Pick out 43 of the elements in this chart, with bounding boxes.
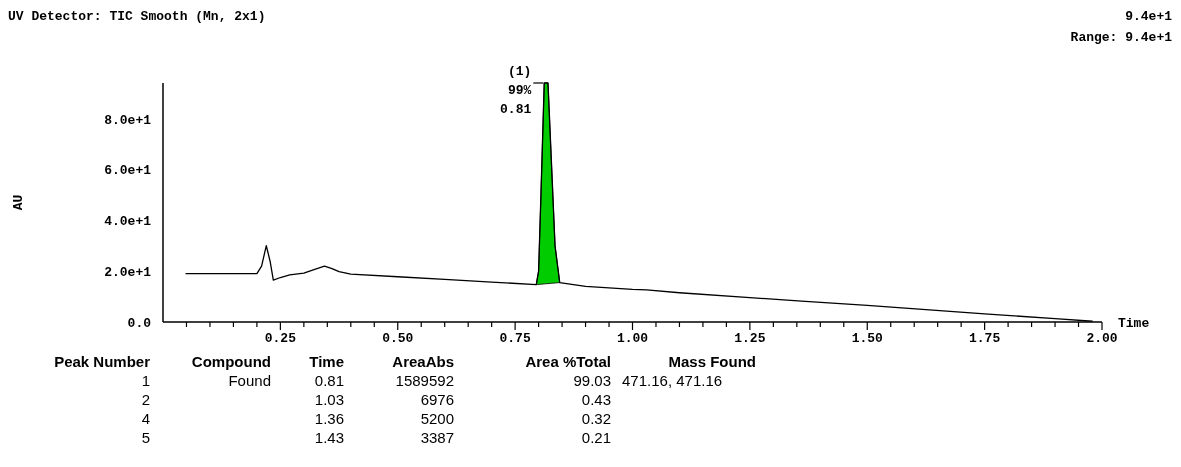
chart-title: UV Detector: TIC Smooth (Mn, 2x1) [8, 9, 266, 24]
text: 4 [141, 410, 150, 427]
y-tick-label: 6.0e+1 [104, 163, 152, 179]
text: Range: 9.4e+1 [1070, 30, 1173, 45]
text: 471.16, 471.16 [622, 372, 723, 389]
y-tick-label: 2.0e+1 [104, 265, 152, 281]
x-tick-label: 1.25 [734, 331, 766, 346]
x-tick-label: 1.50 [851, 331, 884, 346]
y-tick-label: 8.0e+1 [104, 112, 152, 128]
y-tick-label: 4.0e+1 [104, 214, 152, 230]
text: 0.81 [314, 372, 344, 389]
text: 5200 [420, 410, 454, 427]
x-tick-label: 0.25 [264, 331, 297, 346]
text: 1.36 [314, 410, 344, 427]
text: 3387 [420, 429, 454, 446]
text: 1.03 [314, 391, 344, 408]
x-tick-label: 0.50 [382, 331, 414, 346]
y-axis-title: AU [11, 194, 26, 211]
annotation: (1) 99% 0.81 [500, 64, 532, 117]
text: 5 [141, 429, 150, 446]
x-tick-label: 1.00 [616, 331, 649, 346]
text: 2 [141, 391, 150, 408]
category-label: Area %Total [525, 353, 611, 370]
category-label: Compound [191, 353, 271, 370]
text: 1 [141, 372, 150, 389]
text: 99.03 [573, 372, 611, 389]
x-axis-title: Time [1118, 316, 1150, 331]
category-label: Peak Number [54, 353, 151, 370]
text: 9.4e+1 [1125, 9, 1173, 24]
x-tick-label: 0.75 [499, 331, 531, 346]
category-label: AreaAbs [392, 353, 454, 370]
category-label: Mass Found [668, 353, 756, 370]
category-label: Time [309, 353, 344, 370]
x-tick-label: 2.00 [1086, 331, 1118, 346]
y-tick-label: 0.0 [127, 316, 152, 331]
text: 1589592 [395, 372, 454, 389]
text: 0.43 [581, 391, 611, 408]
text: Found [228, 372, 271, 389]
text: 6976 [420, 391, 454, 408]
text: 1.43 [314, 429, 344, 446]
x-tick-label: 1.75 [969, 331, 1001, 346]
text: 0.21 [581, 429, 611, 446]
text: 0.32 [581, 410, 611, 427]
